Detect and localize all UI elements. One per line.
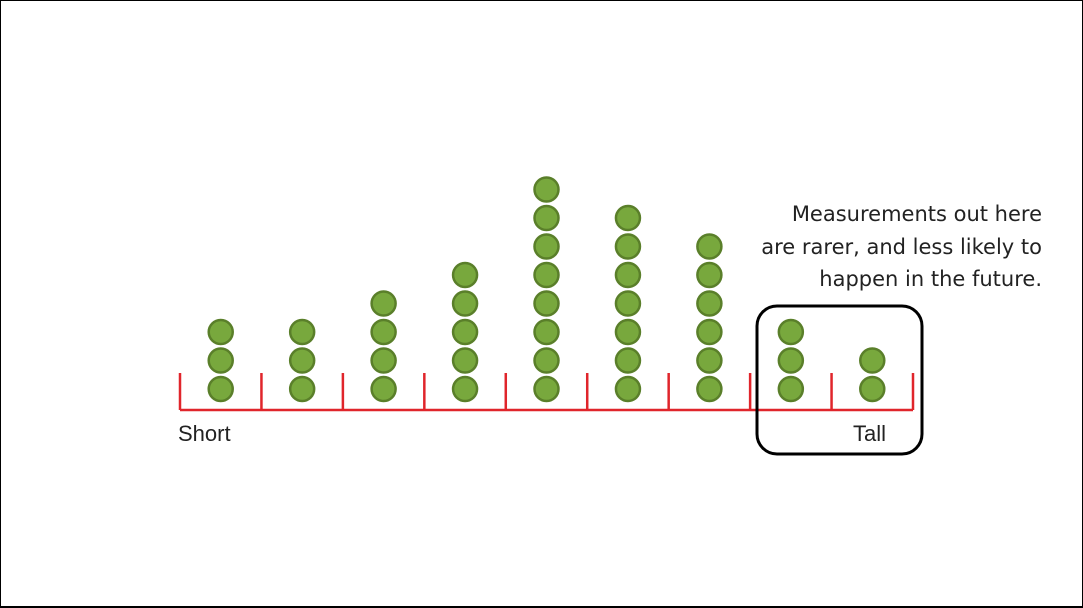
data-dot bbox=[614, 290, 642, 317]
data-dot bbox=[207, 375, 234, 403]
dot-column-3 bbox=[370, 290, 397, 403]
data-dot bbox=[614, 375, 642, 403]
highlight-box bbox=[755, 304, 924, 456]
data-dot bbox=[533, 318, 560, 346]
dot-column-4 bbox=[451, 261, 479, 403]
data-dot bbox=[777, 375, 805, 403]
tick-marks bbox=[178, 373, 915, 410]
data-dot bbox=[533, 204, 560, 232]
data-dot bbox=[533, 233, 560, 260]
data-dot bbox=[370, 318, 397, 346]
data-dot bbox=[533, 347, 560, 374]
data-dot bbox=[370, 347, 397, 374]
annotation-line-1: Measurements out here bbox=[791, 202, 1042, 226]
data-dot bbox=[696, 318, 723, 346]
data-dot bbox=[696, 261, 723, 289]
data-dot bbox=[370, 375, 397, 403]
data-dot bbox=[777, 318, 805, 346]
data-dot bbox=[451, 261, 479, 289]
data-dot bbox=[859, 347, 886, 374]
data-dot bbox=[451, 347, 479, 374]
data-dot bbox=[696, 375, 723, 403]
data-dot bbox=[207, 347, 234, 374]
data-dot bbox=[533, 261, 560, 289]
data-dot bbox=[696, 233, 723, 260]
axis-layer bbox=[178, 373, 915, 412]
x-axis-right-label: Tall bbox=[853, 421, 886, 446]
data-dot bbox=[207, 318, 234, 346]
data-dot bbox=[451, 290, 479, 317]
x-axis-left-label: Short bbox=[178, 421, 231, 446]
data-dot bbox=[533, 290, 560, 317]
data-dot bbox=[614, 233, 642, 260]
dot-column-9 bbox=[859, 347, 886, 403]
dot-column-6 bbox=[614, 204, 642, 403]
data-dot bbox=[696, 290, 723, 317]
data-dot bbox=[370, 290, 397, 317]
data-dot bbox=[533, 176, 560, 203]
annotation: Measurements out here are rarer, and les… bbox=[712, 198, 1042, 296]
data-dot bbox=[288, 375, 316, 403]
data-dot bbox=[614, 347, 642, 374]
dot-column-7 bbox=[696, 233, 723, 403]
data-dot bbox=[614, 204, 642, 232]
data-dot bbox=[533, 375, 560, 403]
data-dot bbox=[777, 347, 805, 374]
data-dot bbox=[451, 375, 479, 403]
data-dot bbox=[288, 347, 316, 374]
data-dot bbox=[288, 318, 316, 346]
data-dot bbox=[451, 318, 479, 346]
dot-column-2 bbox=[288, 318, 316, 403]
annotation-line-2: are rarer, and less likely to bbox=[761, 234, 1042, 259]
data-dot bbox=[859, 375, 886, 403]
dot-column-8 bbox=[777, 318, 805, 403]
annotation-line-3: happen in the future. bbox=[819, 267, 1042, 291]
dot-column-1 bbox=[207, 318, 234, 403]
dots-layer bbox=[207, 176, 886, 403]
data-dot bbox=[696, 347, 723, 374]
data-dot bbox=[614, 261, 642, 289]
data-dot bbox=[614, 318, 642, 346]
dot-column-5 bbox=[533, 176, 560, 403]
